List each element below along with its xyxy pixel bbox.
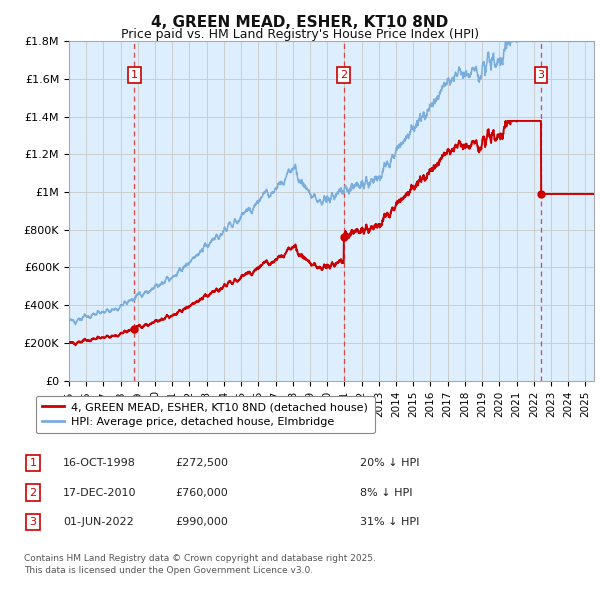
Text: 17-DEC-2010: 17-DEC-2010	[63, 488, 137, 497]
Text: Contains HM Land Registry data © Crown copyright and database right 2025.
This d: Contains HM Land Registry data © Crown c…	[24, 555, 376, 575]
Text: 2: 2	[340, 70, 347, 80]
Text: 1: 1	[131, 70, 138, 80]
Text: £760,000: £760,000	[175, 488, 228, 497]
Text: 20% ↓ HPI: 20% ↓ HPI	[360, 458, 419, 468]
Text: 1: 1	[29, 458, 37, 468]
Text: £990,000: £990,000	[175, 517, 228, 527]
Text: 16-OCT-1998: 16-OCT-1998	[63, 458, 136, 468]
Text: £272,500: £272,500	[175, 458, 228, 468]
Legend: 4, GREEN MEAD, ESHER, KT10 8ND (detached house), HPI: Average price, detached ho: 4, GREEN MEAD, ESHER, KT10 8ND (detached…	[35, 395, 374, 434]
Text: 8% ↓ HPI: 8% ↓ HPI	[360, 488, 413, 497]
Text: 01-JUN-2022: 01-JUN-2022	[63, 517, 134, 527]
Text: Price paid vs. HM Land Registry's House Price Index (HPI): Price paid vs. HM Land Registry's House …	[121, 28, 479, 41]
Text: 3: 3	[538, 70, 544, 80]
Text: 31% ↓ HPI: 31% ↓ HPI	[360, 517, 419, 527]
Text: 2: 2	[29, 488, 37, 497]
Text: 3: 3	[29, 517, 37, 527]
Text: 4, GREEN MEAD, ESHER, KT10 8ND: 4, GREEN MEAD, ESHER, KT10 8ND	[151, 15, 449, 30]
